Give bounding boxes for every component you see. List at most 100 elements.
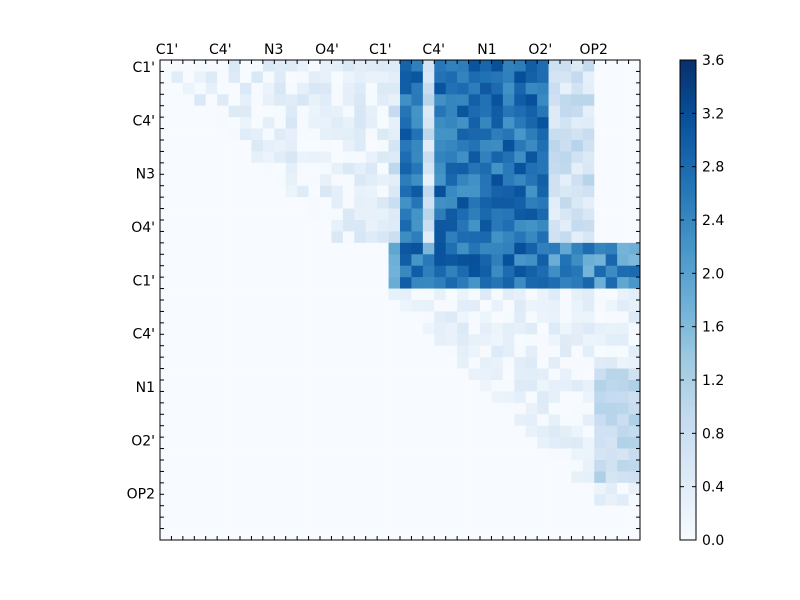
heatmap-cell <box>171 517 184 529</box>
heatmap-cell <box>377 402 389 415</box>
heatmap-cell <box>297 208 309 221</box>
heatmap-cell <box>217 117 229 129</box>
heatmap-cell <box>411 94 424 107</box>
heatmap-cell <box>251 357 264 369</box>
heatmap-cell <box>560 265 572 278</box>
heatmap-cell <box>274 425 287 438</box>
heatmap-cell <box>205 94 218 107</box>
heatmap-cell <box>491 357 504 369</box>
heatmap-cell <box>377 528 389 541</box>
heatmap-cell <box>251 482 264 495</box>
heatmap-cell <box>548 242 561 255</box>
heatmap-cell <box>205 368 218 381</box>
heatmap-cell <box>457 265 469 278</box>
heatmap-cell <box>514 494 527 507</box>
heatmap-cell <box>560 471 572 484</box>
heatmap-cell <box>525 105 538 118</box>
heatmap-cell <box>514 482 527 495</box>
heatmap-cell <box>560 380 572 392</box>
heatmap-cell <box>468 197 481 209</box>
heatmap-cell <box>331 117 344 129</box>
heatmap-cell <box>228 471 241 484</box>
heatmap-cell <box>480 128 492 141</box>
heatmap-cell <box>331 425 344 438</box>
heatmap-cell <box>445 380 458 392</box>
heatmap-cell <box>422 300 435 312</box>
heatmap-cell <box>502 140 515 152</box>
heatmap-cell <box>320 162 332 175</box>
heatmap-cell <box>251 380 264 392</box>
heatmap-cell <box>445 517 458 529</box>
heatmap-cell <box>548 437 561 449</box>
x-tick-label: O4' <box>315 42 339 58</box>
heatmap-cell <box>537 140 549 152</box>
heatmap-cell <box>468 265 481 278</box>
heatmap-cell <box>548 231 561 244</box>
heatmap-cell <box>308 242 321 255</box>
heatmap-cell <box>240 140 252 152</box>
heatmap-cell <box>377 94 389 107</box>
heatmap-cell <box>388 311 401 324</box>
heatmap-cell <box>377 357 389 369</box>
heatmap-cell <box>388 254 401 267</box>
heatmap-cell <box>525 425 538 438</box>
heatmap-cell <box>457 151 469 164</box>
heatmap-cell <box>411 162 424 175</box>
heatmap-cell <box>571 334 584 347</box>
heatmap-cell <box>617 197 629 209</box>
heatmap-cell <box>228 322 241 335</box>
heatmap-cell <box>502 151 515 164</box>
heatmap-cell <box>537 380 549 392</box>
heatmap-cell <box>502 460 515 472</box>
heatmap-cell <box>400 448 412 461</box>
heatmap-cell <box>251 402 264 415</box>
heatmap-cell <box>365 254 378 267</box>
heatmap-cell <box>274 448 287 461</box>
heatmap-cell <box>320 334 332 347</box>
heatmap-cell <box>434 231 447 244</box>
heatmap-cell <box>331 380 344 392</box>
heatmap-cell <box>320 357 332 369</box>
heatmap-cell <box>354 82 367 95</box>
heatmap-cell <box>331 254 344 267</box>
heatmap-cell <box>514 94 527 107</box>
heatmap-cell <box>217 208 229 221</box>
heatmap-cell <box>514 140 527 152</box>
heatmap-cell <box>308 460 321 472</box>
heatmap-cell <box>594 242 607 255</box>
heatmap-cell <box>194 197 207 209</box>
heatmap-cell <box>571 437 584 449</box>
heatmap-cell <box>434 517 447 529</box>
heatmap-cell <box>331 140 344 152</box>
heatmap-cell <box>331 448 344 461</box>
heatmap-cell <box>594 197 607 209</box>
heatmap-cell <box>217 380 229 392</box>
heatmap-cell <box>560 82 572 95</box>
heatmap-cell <box>514 105 527 118</box>
heatmap-cell <box>434 288 447 301</box>
heatmap-cell <box>182 380 195 392</box>
heatmap-cell <box>262 345 275 358</box>
heatmap-cell <box>320 311 332 324</box>
heatmap-cell <box>480 528 492 541</box>
heatmap-cell <box>240 242 252 255</box>
heatmap-cell <box>205 482 218 495</box>
heatmap-cell <box>617 151 629 164</box>
heatmap-cell <box>582 357 595 369</box>
colorbar-tick-label: 3.2 <box>702 106 724 122</box>
heatmap-cell <box>182 82 195 95</box>
heatmap-cell <box>400 460 412 472</box>
heatmap-cell <box>217 334 229 347</box>
heatmap-cell <box>582 368 595 381</box>
heatmap-cell <box>457 300 469 312</box>
heatmap-cell <box>320 460 332 472</box>
heatmap-cell <box>605 277 618 289</box>
heatmap-cell <box>457 322 469 335</box>
heatmap-cell <box>468 311 481 324</box>
heatmap-cell <box>342 437 355 449</box>
heatmap-cell <box>411 448 424 461</box>
heatmap-cell <box>525 402 538 415</box>
heatmap-cell <box>480 242 492 255</box>
heatmap-cell <box>571 185 584 198</box>
heatmap-cell <box>182 254 195 267</box>
